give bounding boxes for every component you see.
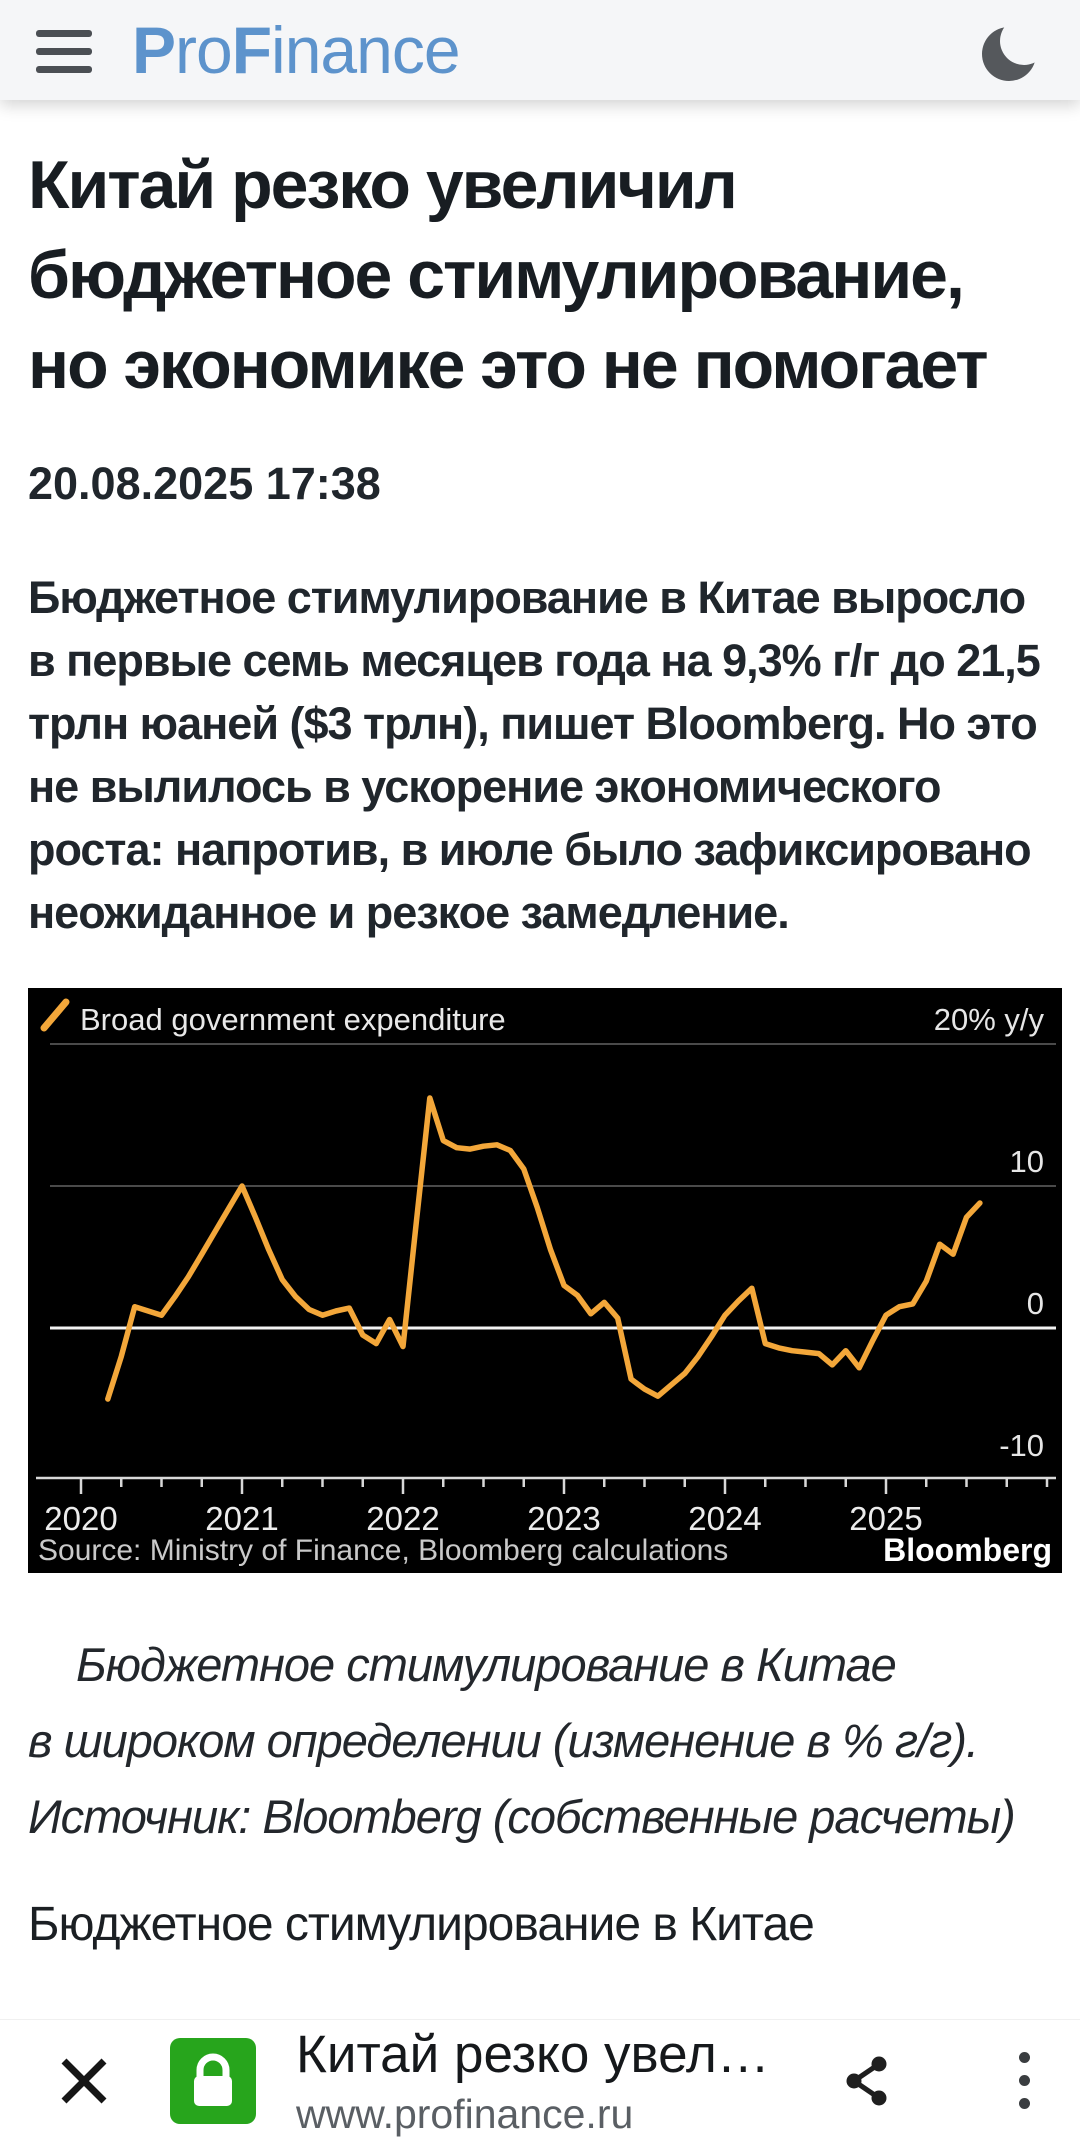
logo-letter-f: F <box>231 13 272 87</box>
svg-text:2022: 2022 <box>366 1500 439 1537</box>
lock-icon <box>194 2053 232 2106</box>
overflow-menu-button[interactable] <box>1009 2048 1040 2113</box>
svg-text:2021: 2021 <box>205 1500 278 1537</box>
page-info: Китай резко увел… www.profinance.ru <box>296 2024 825 2138</box>
bloomberg-chart-figure: 20% y/y 10 0 -10 2020 2021 2022 2023 2024 2025 Bro… <box>28 988 1062 1573</box>
chart-caption: Бюджетное стимулирование в Китае в широк… <box>28 1627 1052 1855</box>
moon-icon <box>982 17 1044 81</box>
svg-text:10: 10 <box>1010 1144 1044 1179</box>
svg-text:Bloomberg: Bloomberg <box>883 1532 1052 1568</box>
svg-text:-10: -10 <box>999 1428 1044 1463</box>
tab-page-title: Китай резко увел… <box>296 2024 770 2084</box>
tab-page-url: www.profinance.ru <box>296 2090 634 2137</box>
svg-text:2025: 2025 <box>849 1500 922 1537</box>
svg-text:2023: 2023 <box>527 1500 600 1537</box>
svg-text:0: 0 <box>1027 1286 1044 1321</box>
bloomberg-line-chart: 20% y/y 10 0 -10 2020 2021 2022 2023 2024 2025 Bro… <box>28 988 1062 1573</box>
article-paragraph: Бюджетное стимулирование в Китае <box>28 1898 815 1951</box>
share-button[interactable] <box>845 2056 889 2106</box>
kebab-menu-icon <box>1019 2098 1030 2109</box>
article-title: Китай резко увеличил бюджетное стимулиро… <box>28 147 989 403</box>
dark-mode-toggle[interactable] <box>978 17 1044 83</box>
caption-line: в широком определении (изменение в % г/г… <box>28 1714 979 1767</box>
logo-text: inance <box>271 13 460 87</box>
caption-line: Бюджетное стимулирование в Китае <box>76 1638 897 1691</box>
profinance-logo[interactable]: ProFinance <box>132 17 461 83</box>
custom-tab-bottom-bar: Китай резко увел… www.profinance.ru <box>0 2020 1080 2147</box>
hamburger-icon <box>36 47 92 55</box>
svg-text:2024: 2024 <box>688 1500 761 1537</box>
article-body: Китай резко увеличил бюджетное стимулиро… <box>0 140 1080 1952</box>
kebab-menu-icon <box>1019 2075 1030 2086</box>
logo-text: ro <box>175 13 233 87</box>
svg-text:Source: Ministry of Finance, B: Source: Ministry of Finance, Bloomberg c… <box>38 1534 728 1567</box>
close-button[interactable] <box>60 2056 108 2106</box>
svg-text:Broad government expenditure: Broad government expenditure <box>80 1002 506 1037</box>
article-lead: Бюджетное стимулирование в Китае выросло… <box>28 572 1041 938</box>
svg-text:20% y/y: 20% y/y <box>934 1002 1045 1037</box>
site-security-chip[interactable] <box>170 2037 256 2124</box>
logo-letter-p: P <box>132 13 176 87</box>
close-icon <box>61 2058 107 2103</box>
hamburger-menu-button[interactable] <box>36 29 92 73</box>
caption-line: Источник: Bloomberg (собственные расчеты… <box>28 1790 1016 1843</box>
kebab-menu-icon <box>1019 2052 1030 2063</box>
hamburger-icon <box>36 65 92 73</box>
article-datetime: 20.08.2025 17:38 <box>28 458 381 509</box>
share-icon <box>846 2056 887 2105</box>
svg-text:2020: 2020 <box>44 1500 117 1537</box>
app-header: ProFinance <box>0 0 1080 100</box>
hamburger-icon <box>36 29 92 37</box>
